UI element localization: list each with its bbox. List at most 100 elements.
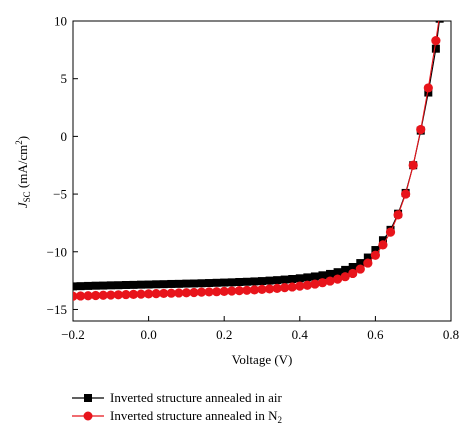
- data-point-n2: [227, 286, 237, 296]
- data-point-air: [220, 278, 229, 287]
- y-axis-title-sup: 2: [14, 140, 24, 145]
- x-tick-label: 0.4: [292, 327, 309, 342]
- y-tick-label: −5: [53, 187, 67, 202]
- data-point-air: [144, 280, 153, 289]
- data-point-n2: [121, 289, 131, 300]
- data-point-n2: [212, 287, 222, 297]
- plot-frame: [72, 20, 452, 322]
- legend-label-n2-sub: 2: [277, 415, 282, 425]
- legend-label-n2-text: Inverted structure annealed in N: [110, 408, 278, 423]
- x-axis-title: Voltage (V): [232, 352, 293, 367]
- data-point-air: [91, 281, 100, 290]
- data-point-n2: [431, 36, 441, 46]
- data-point-air: [310, 272, 319, 281]
- data-point-n2: [73, 291, 78, 301]
- data-point-air: [250, 277, 259, 286]
- data-point-n2: [385, 227, 396, 237]
- x-tick-label: −0.2: [61, 327, 85, 342]
- data-point-air: [356, 259, 365, 268]
- data-point-n2: [234, 286, 244, 296]
- data-point-n2: [249, 285, 260, 295]
- data-point-n2: [317, 278, 328, 288]
- data-point-air: [363, 253, 372, 262]
- data-point-n2: [333, 274, 343, 284]
- data-point-n2: [181, 288, 191, 298]
- data-point-air: [114, 281, 123, 290]
- x-tick-label: 0.6: [367, 327, 384, 342]
- data-point-air: [129, 280, 138, 289]
- data-point-n2: [310, 279, 320, 289]
- data-point-n2: [75, 291, 86, 301]
- data-point-air: [242, 277, 251, 286]
- data-point-n2: [272, 283, 282, 293]
- data-point-air: [318, 271, 327, 280]
- legend-marker-air: [84, 394, 92, 402]
- data-point-n2: [435, 11, 444, 20]
- legend-label-air: Inverted structure annealed in air: [110, 390, 282, 405]
- data-point-n2: [287, 282, 297, 292]
- data-point-n2: [416, 124, 426, 135]
- data-point-n2: [393, 210, 403, 220]
- data-point-n2: [189, 287, 199, 298]
- data-point-air: [152, 280, 161, 289]
- data-point-air: [288, 275, 297, 283]
- data-point-n2: [174, 288, 184, 298]
- data-point-n2: [98, 290, 108, 300]
- data-point-n2: [113, 290, 123, 300]
- data-point-air: [303, 273, 312, 282]
- data-point-air: [212, 278, 221, 287]
- data-point-n2: [166, 288, 176, 298]
- data-point-air: [137, 280, 146, 289]
- data-point-air: [265, 276, 274, 285]
- data-point-n2: [408, 160, 418, 170]
- data-point-n2: [196, 287, 207, 297]
- data-point-n2: [370, 250, 380, 260]
- x-axis: −0.2 0.0 0.2 0.4 0.6 0.8: [61, 316, 459, 342]
- data-point-air: [159, 280, 168, 289]
- y-axis-title: JSC (mA/cm2): [14, 136, 32, 208]
- data-point-air: [280, 275, 289, 284]
- y-axis-title-end: ): [15, 136, 30, 140]
- data-point-air: [341, 265, 350, 274]
- data-point-n2: [348, 268, 358, 279]
- data-point-n2: [302, 280, 312, 290]
- y-axis-title-sub: SC: [22, 191, 32, 202]
- data-point-air: [189, 279, 198, 288]
- data-point-n2: [325, 276, 335, 286]
- data-point-n2: [423, 83, 433, 93]
- data-point-air: [174, 279, 183, 288]
- data-point-n2: [136, 289, 146, 299]
- data-point-air: [76, 282, 85, 291]
- data-point-air: [258, 277, 266, 286]
- data-point-air: [106, 281, 115, 290]
- legend-label-air-text: Inverted structure annealed in air: [110, 390, 282, 405]
- data-point-air: [431, 44, 440, 53]
- data-point-n2: [340, 272, 350, 282]
- data-point-air: [326, 269, 335, 278]
- y-tick-label: 5: [61, 71, 68, 86]
- data-point-n2: [83, 291, 93, 301]
- data-point-air: [273, 276, 282, 285]
- x-tick-label: 0.2: [216, 327, 232, 342]
- data-point-n2: [355, 264, 365, 274]
- data-point-air: [99, 281, 108, 290]
- data-point-n2: [257, 284, 267, 294]
- data-point-n2: [242, 285, 252, 295]
- data-point-air: [84, 281, 93, 290]
- data-point-n2: [280, 283, 290, 293]
- data-point-n2: [378, 240, 388, 250]
- data-point-air: [121, 281, 130, 289]
- y-tick-label: 10: [54, 14, 67, 29]
- data-point-n2: [401, 189, 411, 199]
- data-point-n2: [144, 289, 154, 299]
- y-axis-title-rest: (mA/cm: [15, 145, 30, 192]
- data-point-air: [371, 246, 380, 255]
- data-point-n2: [91, 290, 101, 301]
- data-point-air: [378, 236, 387, 245]
- data-point-air: [205, 279, 214, 288]
- data-point-n2: [204, 287, 214, 297]
- data-point-air: [348, 263, 357, 271]
- legend-label-n2: Inverted structure annealed in N2: [110, 408, 282, 425]
- data-point-air: [197, 279, 206, 288]
